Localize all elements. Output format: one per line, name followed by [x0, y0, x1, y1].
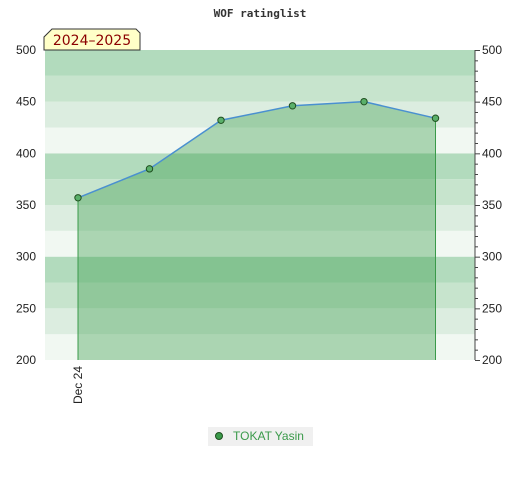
y-tick-label-left: 350 — [16, 198, 36, 212]
y-tick-label-left: 450 — [16, 95, 36, 109]
y-tick-label-left: 250 — [16, 301, 36, 315]
y-tick-label-right: 300 — [482, 250, 502, 264]
background-band — [45, 50, 475, 76]
rating-points — [74, 97, 440, 202]
y-tick-label-right: 200 — [482, 353, 502, 367]
background-band — [45, 101, 475, 128]
series-area-fill — [78, 101, 436, 361]
data-point — [145, 165, 154, 173]
series-line — [77, 100, 436, 199]
background-band — [45, 308, 475, 335]
y-tick-label-right: 250 — [482, 301, 502, 315]
data-point — [360, 97, 368, 106]
y-tick-label-right: 500 — [482, 43, 502, 57]
y-axis-left: 200 250 300 350 400 450 500 — [16, 43, 36, 367]
x-axis: Dec 24 — [71, 366, 85, 404]
season-badge: 2024–2025 — [43, 28, 141, 51]
plot-background-bands — [45, 50, 475, 360]
background-band — [45, 334, 475, 360]
y-tick-label-left: 200 — [16, 353, 36, 367]
y-tick-label-right: 450 — [482, 95, 502, 109]
rating-area — [77, 100, 436, 361]
y-tick-label-right: 400 — [482, 146, 502, 160]
background-band — [45, 179, 475, 205]
background-band — [45, 127, 475, 154]
season-label: 2024–2025 — [53, 33, 131, 49]
legend: TOKAT Yasin — [208, 427, 313, 446]
legend-series-name: TOKAT Yasin — [233, 429, 304, 443]
background-band — [45, 205, 475, 231]
background-band — [45, 75, 475, 102]
background-band — [45, 282, 475, 309]
data-point — [74, 194, 82, 202]
background-band — [45, 256, 475, 283]
y-tick-label-left: 500 — [16, 43, 36, 57]
data-point — [431, 114, 440, 122]
chart-title: WOF ratinglist — [214, 7, 307, 20]
background-band — [45, 230, 475, 257]
data-point — [288, 102, 297, 110]
y-tick-label-right: 350 — [482, 198, 502, 212]
y-tick-label-left: 300 — [16, 250, 36, 264]
y-axis-right: 200 250 300 350 400 450 500 — [474, 43, 502, 367]
legend-marker — [215, 432, 223, 440]
y-tick-label-left: 400 — [16, 146, 36, 160]
data-point — [217, 116, 225, 124]
background-band — [45, 153, 475, 180]
x-tick-label: Dec 24 — [71, 366, 85, 404]
